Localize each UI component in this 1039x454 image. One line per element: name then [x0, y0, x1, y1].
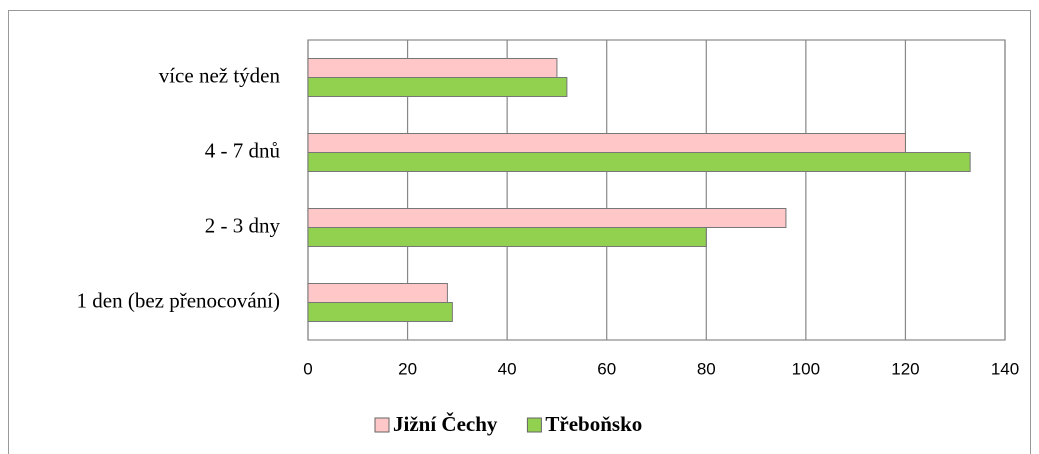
- x-tick-label: 120: [891, 359, 919, 378]
- bar: [307, 227, 707, 247]
- x-tick-label: 20: [398, 359, 417, 378]
- bar: [307, 58, 558, 78]
- x-tick-label: 0: [303, 359, 312, 378]
- x-tick-label: 140: [991, 359, 1019, 378]
- legend-label: Jižní Čechy: [393, 412, 498, 436]
- bar: [307, 208, 787, 228]
- x-tick-label: 100: [792, 359, 820, 378]
- y-tick-label: 4 - 7 dnů: [205, 138, 281, 162]
- y-tick-label: více než týden: [159, 63, 281, 87]
- plot-border: [307, 39, 1006, 341]
- bar: [307, 302, 453, 322]
- y-tick-label: 1 den (bez přenocování): [77, 288, 281, 312]
- bar: [307, 133, 906, 153]
- bar: [307, 283, 448, 303]
- bar: [307, 77, 568, 97]
- bar: [307, 152, 971, 172]
- x-tick-label: 80: [697, 359, 716, 378]
- y-tick-label: 2 - 3 dny: [205, 213, 281, 237]
- legend-label: Třeboňsko: [545, 412, 642, 436]
- x-tick-label: 60: [597, 359, 616, 378]
- legend-swatch: [526, 417, 542, 433]
- x-tick-label: 40: [498, 359, 517, 378]
- legend-swatch: [374, 417, 390, 433]
